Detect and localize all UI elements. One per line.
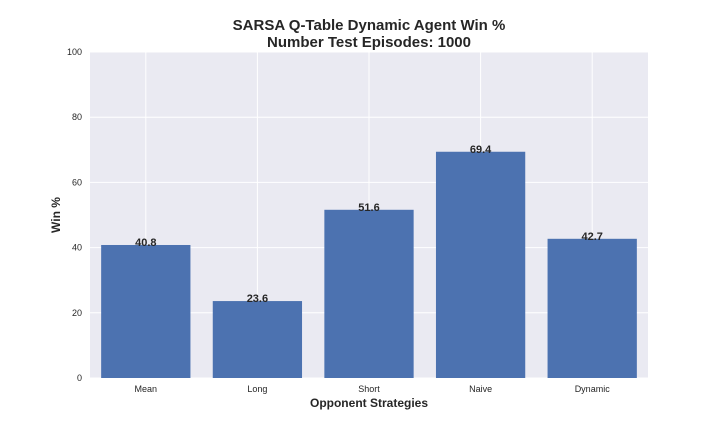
data-label: 51.6	[358, 202, 379, 214]
bar-dynamic	[547, 238, 637, 378]
chart-subtitle: Number Test Episodes: 1000	[267, 34, 471, 51]
data-label: 69.4	[470, 144, 492, 156]
y-tick-label: 0	[77, 373, 82, 383]
data-label: 42.7	[581, 231, 602, 243]
x-axis-ticks: Mean Long Short Naive Dynamic	[135, 384, 611, 394]
data-label: 40.8	[135, 237, 156, 249]
chart-title: SARSA Q-Table Dynamic Agent Win %	[233, 17, 506, 34]
x-tick-label: Naive	[469, 384, 492, 394]
y-tick-label: 100	[67, 47, 82, 57]
y-tick-label: 60	[72, 177, 82, 187]
bars	[101, 151, 637, 378]
y-axis-label: Win %	[49, 197, 63, 233]
x-tick-label: Long	[247, 384, 267, 394]
x-tick-label: Short	[358, 384, 380, 394]
data-labels: 40.8 23.6 51.6 69.4 42.7	[135, 144, 603, 305]
bar-short	[324, 209, 414, 378]
y-tick-label: 20	[72, 308, 82, 318]
bar-long	[212, 301, 303, 378]
x-axis-label: Opponent Strategies	[310, 396, 428, 410]
data-label: 23.6	[247, 293, 268, 305]
x-tick-label: Dynamic	[575, 384, 611, 394]
y-axis-ticks: 0 20 40 60 80 100	[67, 47, 82, 383]
x-tick-label: Mean	[135, 384, 158, 394]
bar-mean	[101, 244, 191, 378]
bar-naive	[435, 151, 526, 378]
y-tick-label: 40	[72, 243, 82, 253]
y-tick-label: 80	[72, 112, 82, 122]
